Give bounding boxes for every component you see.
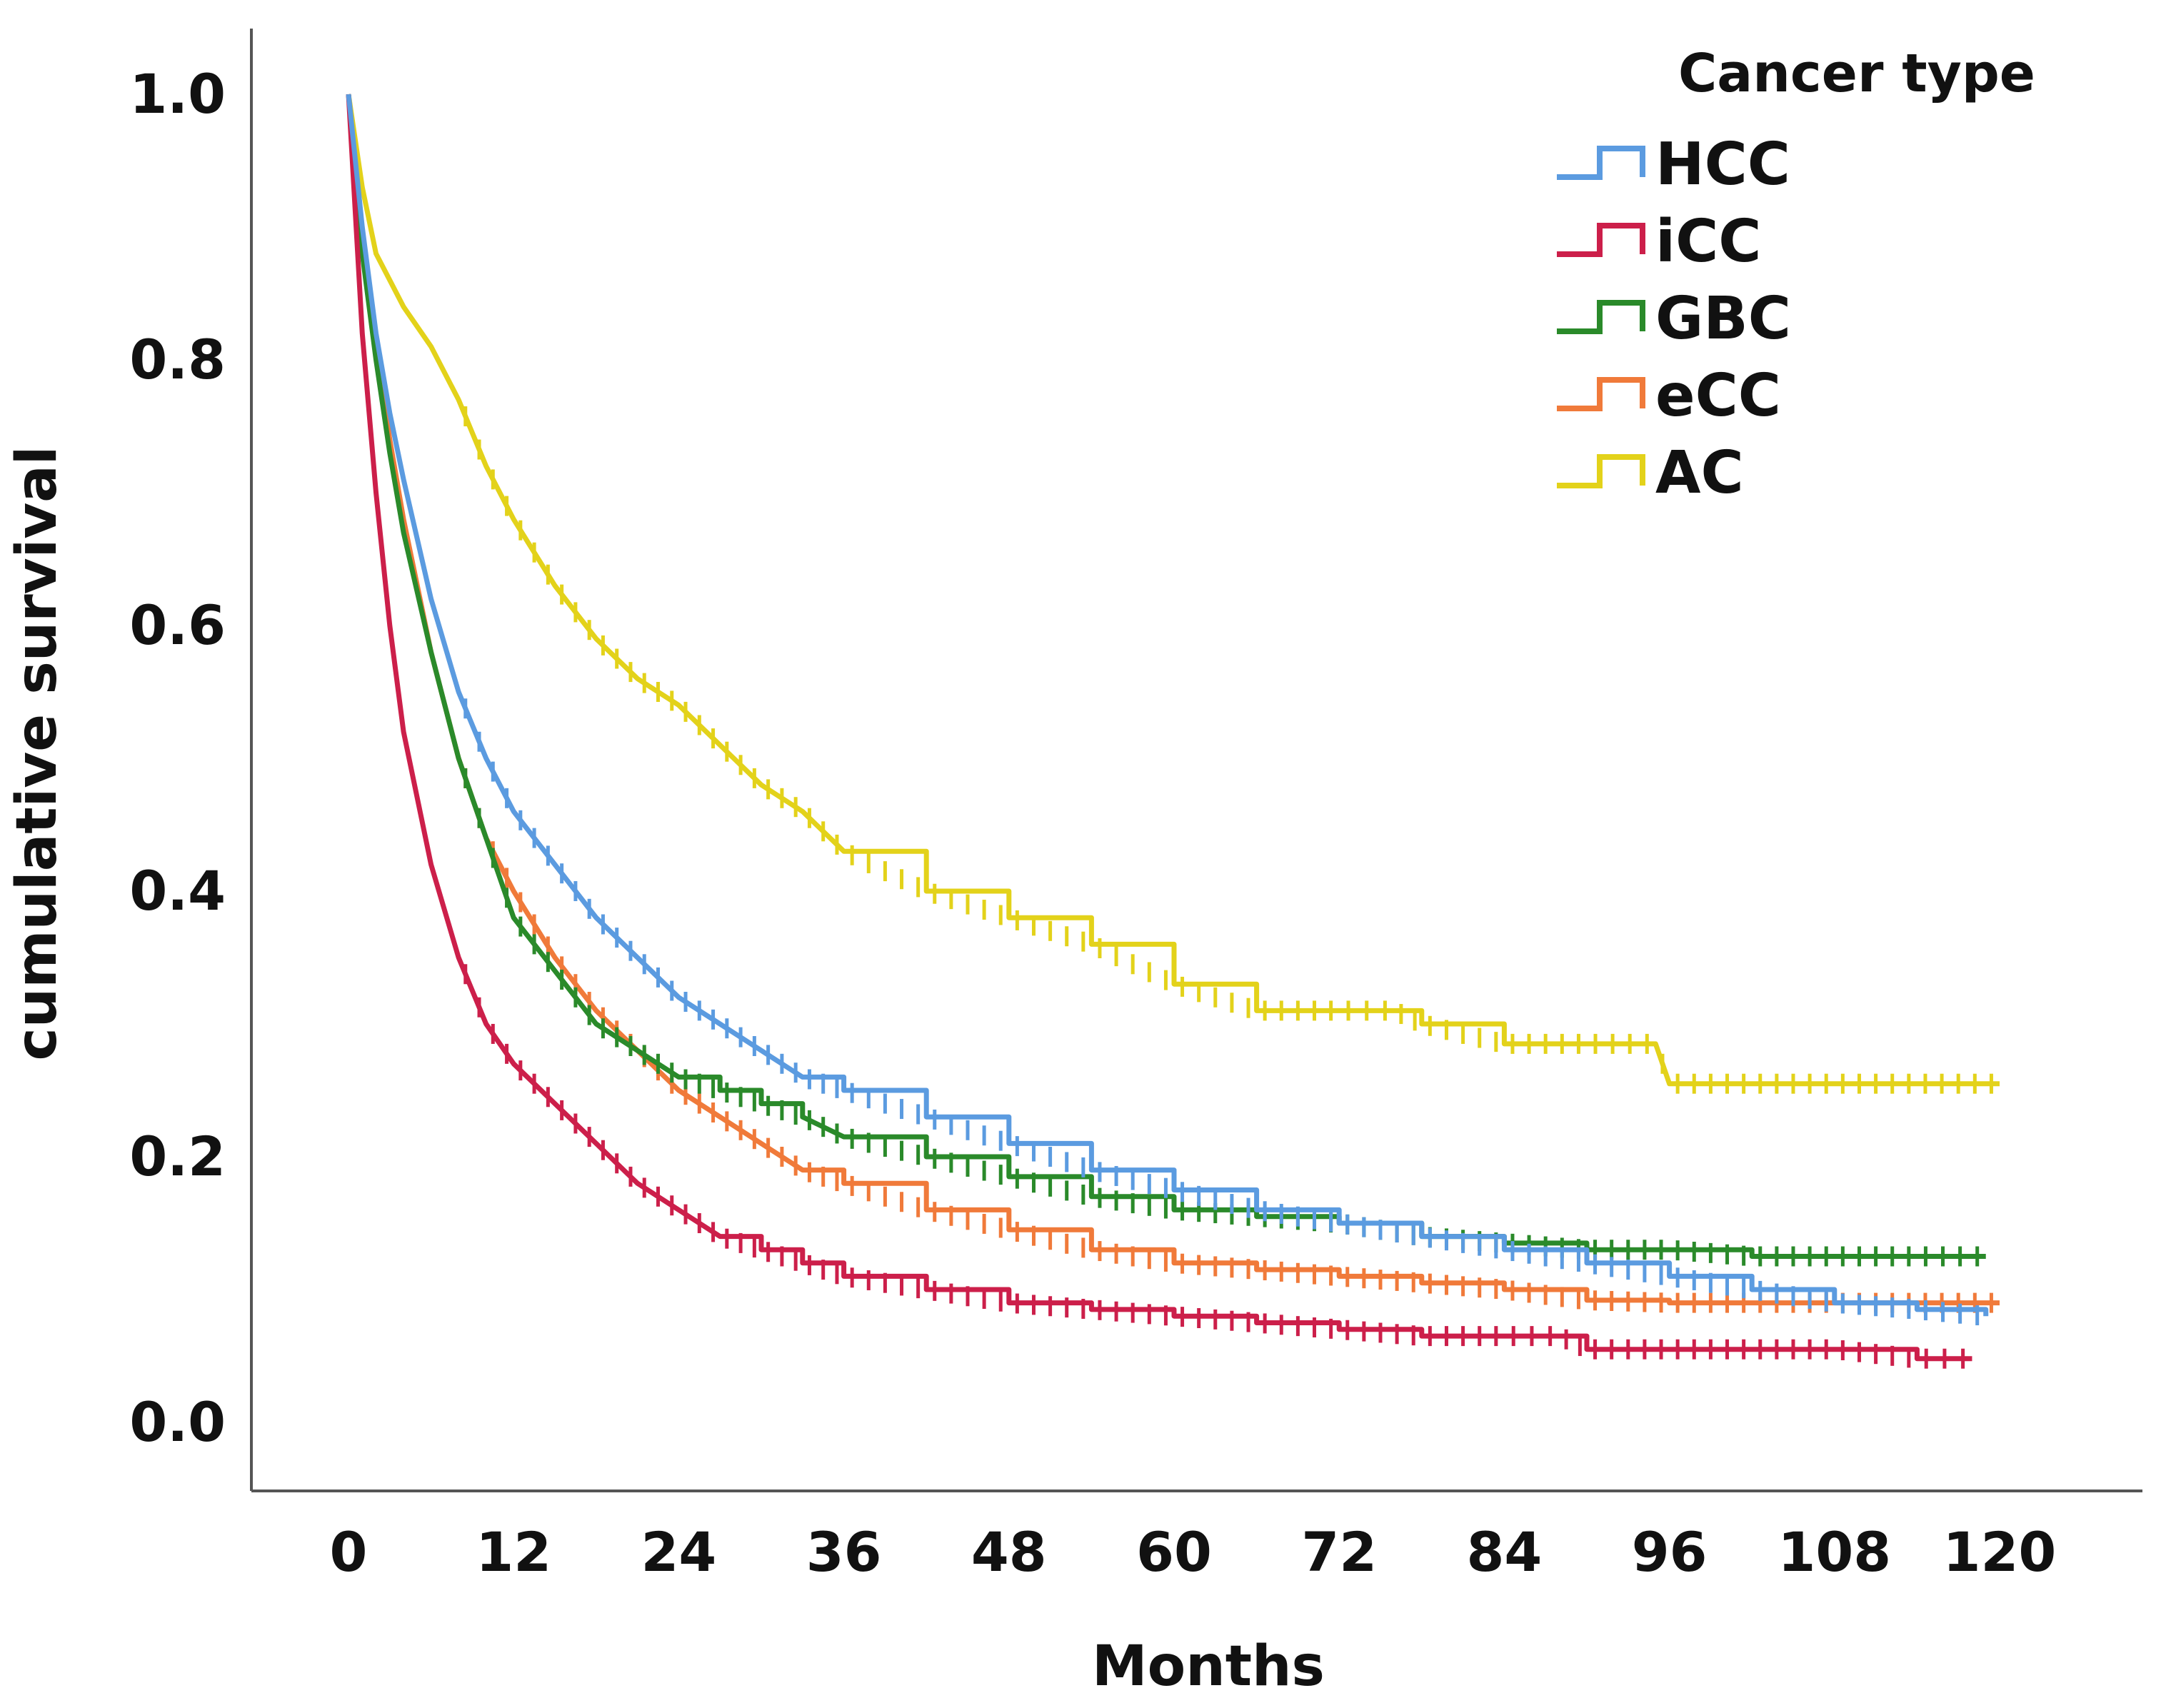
- y-tick-labels: 0.0 0.2 0.4 0.6 0.8 1.0: [129, 62, 226, 1454]
- x-axis-title: Months: [1092, 1634, 1325, 1699]
- series-ac: [346, 94, 2000, 1094]
- x-tick-label: 36: [806, 1520, 882, 1584]
- x-tick-label: 0: [330, 1520, 368, 1584]
- legend-item-ecc: eCC: [1557, 362, 1781, 430]
- censor-marks-icc: [463, 964, 1965, 1369]
- series-icc: [346, 94, 1972, 1369]
- censor-marks-ac: [463, 406, 1993, 1094]
- y-tick-label: 0.6: [129, 593, 226, 657]
- series-line-hcc: [346, 94, 1989, 1317]
- series-hcc: [346, 94, 1989, 1326]
- y-tick-label: 1.0: [129, 62, 226, 126]
- legend-label: iCC: [1655, 208, 1761, 276]
- x-tick-label: 96: [1632, 1520, 1708, 1584]
- x-tick-label: 84: [1467, 1520, 1543, 1584]
- series-ecc: [346, 94, 2000, 1313]
- series-layer: [346, 94, 2000, 1369]
- x-tick-label: 24: [641, 1520, 717, 1584]
- x-tick-label: 60: [1136, 1520, 1212, 1584]
- legend-item-ac: AC: [1557, 439, 1744, 507]
- legend-item-icc: iCC: [1557, 208, 1761, 276]
- y-tick-label: 0.0: [129, 1390, 226, 1454]
- legend-swatch: [1557, 300, 1645, 334]
- legend-swatch: [1557, 454, 1645, 488]
- legend-title: Cancer type: [1678, 43, 2035, 104]
- censor-marks-ecc: [463, 768, 1993, 1313]
- y-axis-title: cumulative survival: [5, 446, 69, 1060]
- legend-swatch: [1557, 223, 1645, 257]
- legend-label: HCC: [1655, 131, 1790, 199]
- legend-items: HCC iCC GBC eCC AC: [1557, 131, 1791, 507]
- legend-swatch: [1557, 377, 1645, 411]
- x-tick-label: 72: [1301, 1520, 1377, 1584]
- x-tick-label: 108: [1778, 1520, 1891, 1584]
- legend-item-hcc: HCC: [1557, 131, 1790, 199]
- x-tick-label: 12: [476, 1520, 551, 1584]
- x-tick-label: 120: [1943, 1520, 2057, 1584]
- censor-marks-hcc: [463, 698, 1980, 1326]
- legend: Cancer type HCC iCC GBC eCC AC: [1557, 43, 2035, 507]
- x-tick-label: 48: [971, 1520, 1047, 1584]
- legend-item-gbc: GBC: [1557, 285, 1791, 353]
- legend-label: GBC: [1655, 285, 1791, 353]
- y-tick-label: 0.2: [129, 1125, 226, 1188]
- y-tick-label: 0.8: [129, 328, 226, 391]
- legend-label: eCC: [1655, 362, 1781, 430]
- legend-swatch: [1557, 146, 1645, 180]
- x-tick-labels: 0 12 24 36 48 60 72 84 96 108 120: [330, 1520, 2057, 1584]
- legend-label: AC: [1655, 439, 1744, 507]
- y-tick-label: 0.4: [129, 859, 226, 923]
